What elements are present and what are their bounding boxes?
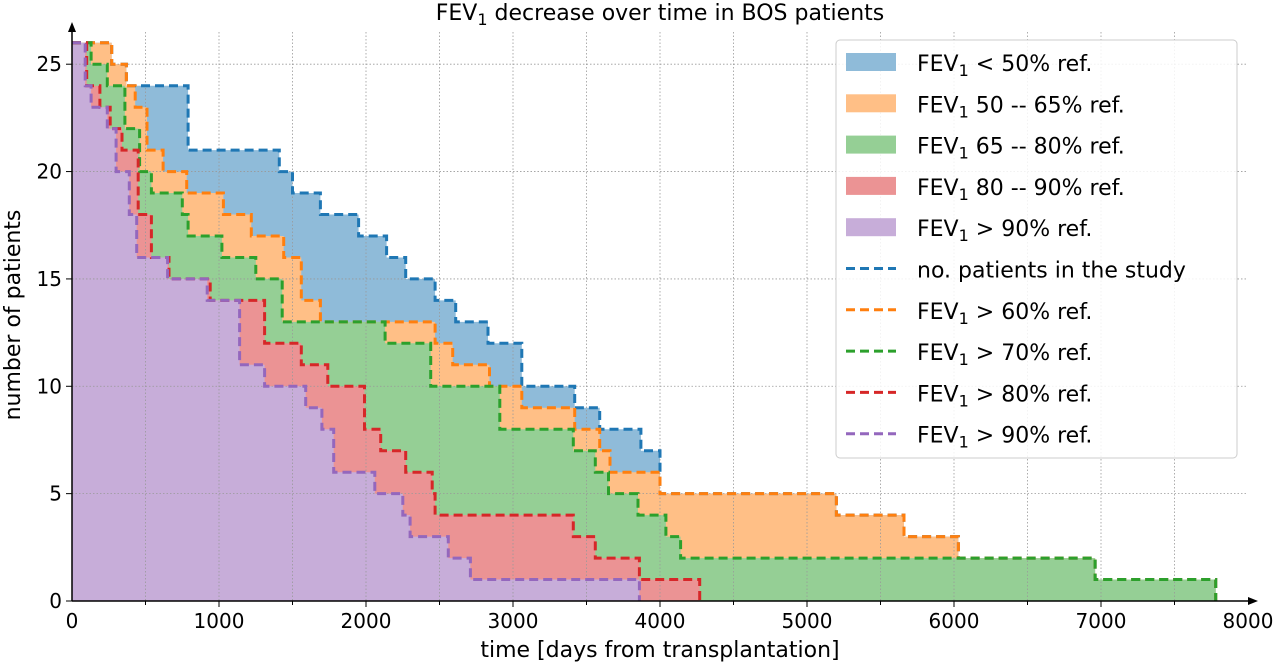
line-fev90 — [72, 41, 641, 601]
x-tick-label: 7000 — [1076, 609, 1127, 633]
y-tick-label: 20 — [37, 160, 62, 184]
line-fev80 — [72, 41, 702, 601]
legend-label-fev80-line: FEV1 > 80% ref. — [917, 382, 1092, 410]
legend-swatch-fev90 — [846, 218, 896, 237]
x-tick-label: 0 — [66, 609, 79, 633]
legend-swatch-fev60 — [846, 94, 896, 113]
y-axis-ticks: 0 5 10 15 20 25 — [37, 52, 72, 613]
legend-label-fev70-line: FEV1 > 70% ref. — [917, 341, 1092, 369]
y-tick-label: 0 — [49, 589, 62, 613]
x-axis-label: time [days from transplantation] — [480, 638, 839, 663]
legend-label-fev80-area: FEV1 80 -- 90% ref. — [917, 176, 1125, 204]
series-lines — [72, 41, 1218, 601]
legend-label-fev90-line: FEV1 > 90% ref. — [917, 424, 1092, 452]
stacked-areas — [72, 42, 1216, 601]
y-axis-arrow — [68, 22, 76, 32]
y-tick-label: 10 — [37, 374, 62, 398]
x-tick-label: 2000 — [341, 609, 392, 633]
legend-label-fev60-area: FEV1 50 -- 65% ref. — [917, 93, 1125, 121]
legend-label-total-line: no. patients in the study — [917, 259, 1186, 284]
legend-swatch-fev80 — [846, 176, 896, 195]
x-tick-label: 6000 — [929, 609, 980, 633]
x-tick-label: 8000 — [1223, 609, 1274, 633]
y-axis-label: number of patients — [1, 210, 26, 421]
legend-label-fev70-area: FEV1 65 -- 80% ref. — [917, 135, 1125, 163]
legend-label-fev90-area: FEV1 > 90% ref. — [917, 217, 1092, 245]
legend-swatch-total — [846, 53, 896, 71]
legend-label-fev60-line: FEV1 > 60% ref. — [917, 300, 1092, 328]
y-tick-label: 25 — [37, 52, 62, 76]
area-fev90 — [72, 42, 640, 601]
legend-label-total-area: FEV1 < 50% ref. — [917, 52, 1092, 80]
chart-title: FEV1 decrease over time in BOS patients — [436, 1, 884, 29]
legend: FEV1 < 50% ref. FEV1 50 -- 65% ref. FEV1 6… — [835, 39, 1238, 459]
y-tick-label: 5 — [49, 482, 62, 506]
line-fev70 — [72, 41, 1218, 601]
x-tick-label: 1000 — [194, 609, 245, 633]
legend-box — [835, 39, 1238, 459]
line-fev60 — [72, 41, 1218, 601]
x-tick-label: 4000 — [635, 609, 686, 633]
legend-swatch-fev70 — [846, 135, 896, 154]
x-axis-arrow — [1248, 597, 1258, 605]
x-tick-label: 3000 — [488, 609, 539, 633]
line-total — [72, 41, 1218, 601]
x-tick-label: 5000 — [782, 609, 833, 633]
y-tick-label: 15 — [37, 267, 62, 291]
x-axis-ticks: 0 1000 2000 3000 4000 5000 6000 7000 8000 — [66, 601, 1274, 633]
